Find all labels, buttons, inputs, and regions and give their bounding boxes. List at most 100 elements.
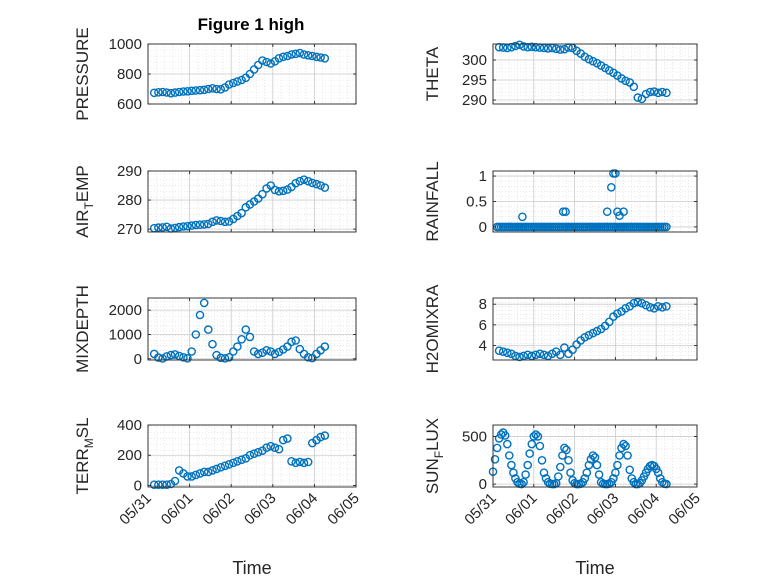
y-axis-label-main: SUN (423, 458, 442, 494)
data-point (590, 453, 600, 462)
data-point (253, 349, 263, 359)
y-tick-label: 1000 (109, 326, 142, 343)
data-point (270, 185, 280, 195)
data-point (662, 479, 671, 489)
subplot-theta: 290 295 300 THETA (423, 40, 698, 109)
y-tick-label: 4 (479, 338, 487, 355)
data-point (611, 468, 620, 478)
data-point (249, 449, 259, 459)
data-point (582, 468, 592, 478)
data-point (208, 217, 217, 227)
data-point (158, 87, 167, 97)
axes-box (147, 170, 357, 233)
y-tick-label: 1000 (109, 36, 142, 53)
data-point (303, 352, 313, 362)
data-point (203, 84, 213, 94)
data-point (496, 430, 506, 439)
data-point (258, 348, 267, 358)
data-point (625, 465, 635, 475)
data-point (291, 336, 301, 345)
data-point (291, 178, 301, 188)
y-tick-label: 800 (117, 66, 142, 83)
data-point (580, 332, 590, 342)
data-point (158, 480, 167, 490)
data-point (566, 468, 575, 478)
y-axis-label-rest: SL (73, 417, 92, 438)
data-point (183, 87, 192, 96)
y-axis-label-rest: LUX (423, 418, 442, 451)
data-point (316, 53, 325, 62)
data-point (174, 351, 184, 361)
data-point (208, 466, 217, 475)
data-point (266, 59, 276, 68)
data-point (166, 88, 176, 98)
data-point (158, 354, 167, 363)
data-point (609, 474, 618, 483)
data-point (195, 469, 205, 478)
data-point (560, 443, 569, 453)
data-point (216, 216, 226, 226)
data-point (525, 449, 535, 458)
data-point (613, 309, 622, 318)
data-point (241, 325, 251, 334)
data-point (619, 439, 628, 449)
data-point (511, 41, 520, 51)
y-axis-label-main: THETA (423, 46, 442, 101)
series-markers (494, 297, 671, 362)
data-point (556, 45, 565, 54)
data-point (649, 87, 659, 96)
data-point (615, 451, 624, 460)
data-point (584, 54, 594, 64)
data-point (556, 462, 565, 472)
data-point (224, 459, 234, 469)
y-tick-label: 0 (479, 219, 487, 236)
data-point (166, 350, 176, 360)
data-point (594, 470, 604, 479)
data-point (303, 457, 313, 467)
data-point (320, 54, 330, 63)
data-point (216, 462, 226, 472)
data-point (611, 169, 620, 178)
data-point (641, 300, 651, 310)
data-point (208, 339, 217, 349)
data-point (303, 176, 313, 186)
data-point (645, 302, 655, 312)
data-point (633, 93, 643, 102)
data-point (295, 344, 305, 354)
data-point (154, 353, 163, 362)
data-point (621, 303, 630, 313)
subplot-air_temp: 270 280 290 AIRTEMP (73, 163, 357, 238)
data-point (258, 56, 267, 65)
y-tick-label: 0 (479, 476, 487, 493)
data-point (274, 186, 284, 196)
tick-marks (147, 43, 357, 105)
axes-box (492, 297, 698, 361)
data-point (183, 472, 192, 481)
data-point (179, 87, 188, 96)
axes-box (492, 424, 698, 488)
data-point (187, 472, 196, 481)
data-point (183, 221, 192, 231)
data-point (537, 455, 547, 465)
data-point (320, 431, 330, 440)
subplot-rainfall: 0 0.5 1 RAINFALL (423, 161, 698, 242)
data-point (649, 303, 659, 313)
x-axis-label: Time (232, 558, 271, 578)
data-point (519, 351, 528, 361)
data-point (170, 350, 180, 359)
data-point (295, 48, 305, 58)
data-point (592, 326, 602, 336)
data-point (154, 88, 163, 97)
data-point (513, 477, 522, 487)
data-point (623, 451, 632, 460)
data-point (208, 84, 217, 93)
data-point (203, 325, 213, 334)
data-point (560, 343, 569, 352)
data-point (220, 217, 230, 227)
data-point (502, 439, 512, 449)
data-point (283, 51, 292, 61)
data-point (523, 350, 533, 360)
data-point (312, 52, 321, 62)
data-point (287, 456, 296, 466)
data-point (515, 40, 524, 50)
